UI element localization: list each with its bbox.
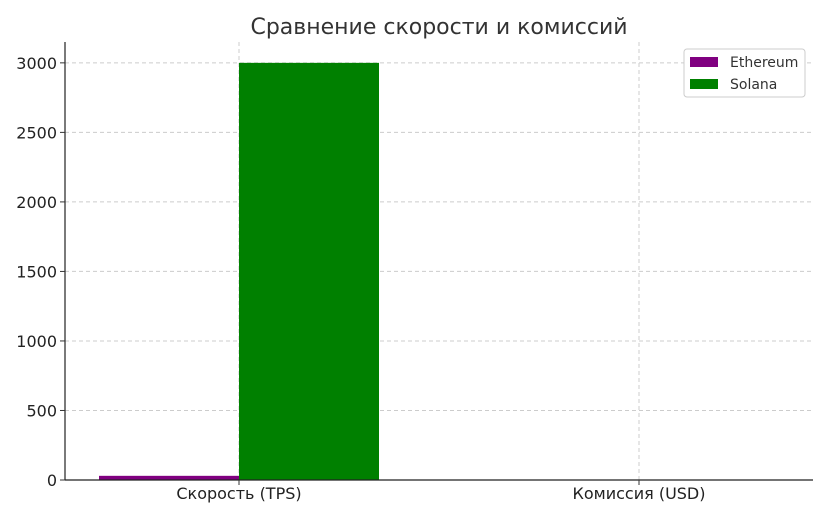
- legend-label-ethereum: Ethereum: [730, 55, 798, 71]
- x-ticks: Скорость (TPS) Комиссия (USD): [176, 480, 706, 503]
- y-tick-label: 0: [47, 471, 57, 490]
- y-tick-label: 2000: [16, 193, 57, 212]
- bar-ethereum-0: [99, 475, 239, 480]
- x-tick-label: Скорость (TPS): [176, 484, 301, 503]
- legend: Ethereum Solana: [683, 48, 806, 98]
- y-tick-label: 1000: [16, 332, 57, 351]
- axes: [64, 42, 813, 481]
- bars: [99, 62, 779, 480]
- legend-label-solana: Solana: [730, 77, 777, 93]
- x-tick-label: Комиссия (USD): [573, 484, 706, 503]
- y-ticks: 0 500 1000 1500 2000 2500 3000: [16, 54, 65, 490]
- y-tick-label: 500: [26, 401, 57, 420]
- bar-solana-0: [239, 62, 379, 480]
- grid: [65, 42, 813, 481]
- y-tick-label: 3000: [16, 54, 57, 73]
- legend-swatch-solana: [690, 79, 718, 89]
- y-tick-label: 2500: [16, 123, 57, 142]
- y-tick-label: 1500: [16, 262, 57, 281]
- legend-swatch-ethereum: [690, 57, 718, 67]
- chart-title: Сравнение скорости и комиссий: [250, 15, 627, 40]
